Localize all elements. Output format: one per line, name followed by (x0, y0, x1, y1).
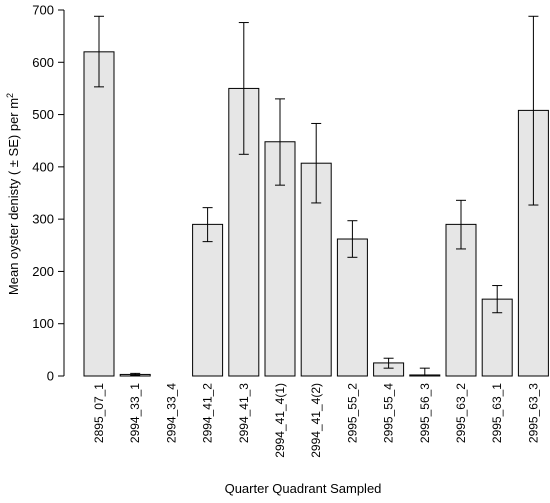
x-tick-label: 2994_33_4 (164, 383, 178, 443)
x-tick-label: 2994_33_1 (128, 383, 142, 443)
y-tick-label: 300 (32, 212, 54, 227)
x-tick-label: 2995_63_2 (454, 383, 468, 443)
y-tick-label: 500 (32, 107, 54, 122)
x-tick-label: 2895_07_1 (92, 383, 106, 443)
y-tick-label: 200 (32, 264, 54, 279)
x-axis-label: Quarter Quadrant Sampled (225, 481, 382, 496)
y-tick-label: 100 (32, 316, 54, 331)
bar-2995_63_2 (445, 223, 477, 377)
bar-2994_41_3 (228, 87, 260, 377)
bar-2895_07_1 (83, 51, 115, 377)
x-tick-label: 2994_41_4(2) (309, 383, 323, 458)
y-axis-label: Mean oyster denisty ( ± SE) per m2 (5, 93, 21, 295)
x-tick-label: 2994_41_4(1) (273, 383, 287, 458)
x-tick-label: 2995_63_3 (526, 383, 540, 443)
x-tick-label: 2994_41_3 (237, 383, 251, 443)
y-tick-label: 700 (32, 3, 54, 18)
x-tick-label: 2995_63_1 (490, 383, 504, 443)
y-axis: 0 100 200 300 400 500 600 700 (32, 3, 65, 384)
x-tick-label: 2995_56_3 (418, 383, 432, 443)
error-bars-group (94, 15, 539, 377)
x-tick-label: 2995_55_4 (382, 383, 396, 443)
bars-group (83, 51, 549, 377)
x-axis: 2895_07_1 2994_33_1 2994_33_4 2994_41_2 2994… (92, 383, 540, 458)
x-tick-label: 2995_55_2 (345, 383, 359, 443)
bar-2994_41_2 (192, 223, 224, 377)
y-axis-label-superscript: 2 (5, 93, 15, 98)
bar-2995_55_2 (336, 238, 368, 377)
y-axis-label-text: Mean oyster denisty ( ± SE) per m (6, 98, 21, 295)
y-tick-label: 0 (47, 369, 54, 384)
x-tick-label: 2994_41_2 (201, 383, 215, 443)
y-tick-label: 400 (32, 159, 54, 174)
y-tick-label: 600 (32, 55, 54, 70)
